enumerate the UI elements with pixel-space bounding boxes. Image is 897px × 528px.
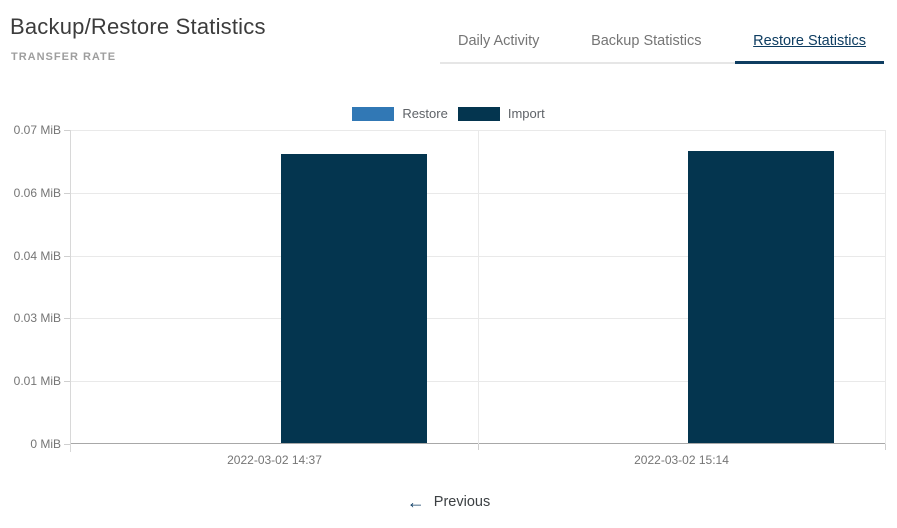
category-slot: 2022-03-02 15:14 bbox=[478, 130, 885, 467]
x-axis-tick bbox=[885, 444, 886, 450]
active-tab-indicator bbox=[735, 61, 884, 64]
legend-item-import: Import bbox=[457, 106, 545, 121]
x-axis-label: 2022-03-02 15:14 bbox=[634, 453, 729, 467]
plot-right-border bbox=[885, 130, 886, 444]
y-axis-label: 0.04 MiB bbox=[13, 248, 61, 263]
y-axis-tick bbox=[64, 318, 70, 320]
category-slot: 2022-03-02 14:37 bbox=[71, 130, 478, 467]
chart-title: TRANSFER RATE bbox=[11, 51, 117, 63]
y-axis-tick bbox=[64, 255, 70, 257]
y-axis-label: 0.01 MiB bbox=[13, 374, 61, 389]
import-color-swatch bbox=[457, 106, 500, 121]
legend-label: Import bbox=[507, 106, 545, 121]
tab-label: Restore Statistics bbox=[753, 33, 866, 49]
y-axis-label: 0.03 MiB bbox=[13, 311, 61, 326]
plot-area: 0 MiB 0.01 MiB 0.03 MiB 0.04 MiB 0.06 MiB 0.0… bbox=[14, 123, 886, 467]
tab-restore-statistics[interactable]: Restore Statistics bbox=[735, 20, 884, 64]
y-axis-line-extension bbox=[70, 444, 71, 452]
y-axis-label: 0.07 MiB bbox=[13, 123, 61, 137]
arrow-left-icon: ← bbox=[406, 492, 425, 512]
y-axis-tick bbox=[64, 381, 70, 383]
tab-label: Daily Activity bbox=[458, 33, 540, 49]
tab-backup-statistics[interactable]: Backup Statistics bbox=[573, 20, 719, 62]
x-axis-label: 2022-03-02 14:37 bbox=[227, 453, 322, 467]
legend-label: Restore bbox=[402, 106, 448, 121]
bar-import bbox=[280, 153, 428, 443]
legend-item-restore: Restore bbox=[352, 106, 448, 121]
y-axis-tick bbox=[64, 192, 70, 194]
gridline-x bbox=[478, 130, 479, 444]
chart-legend: Restore Import bbox=[0, 106, 897, 121]
y-axis-tick bbox=[64, 130, 70, 131]
x-axis-tick bbox=[478, 444, 479, 450]
previous-label: Previous bbox=[433, 494, 491, 510]
bar-import bbox=[687, 151, 835, 443]
page-title: Backup/Restore Statistics bbox=[10, 14, 266, 39]
y-axis-label: 0 MiB bbox=[30, 437, 61, 451]
tab-label: Backup Statistics bbox=[591, 33, 702, 49]
tab-bar: Daily Activity Backup Statistics Restore… bbox=[440, 20, 884, 64]
y-axis-label: 0.06 MiB bbox=[13, 185, 61, 200]
previous-link[interactable]: ← Previous bbox=[0, 493, 897, 511]
restore-color-swatch bbox=[352, 106, 395, 121]
tab-daily-activity[interactable]: Daily Activity bbox=[440, 20, 557, 62]
y-axis-tick bbox=[64, 444, 70, 445]
